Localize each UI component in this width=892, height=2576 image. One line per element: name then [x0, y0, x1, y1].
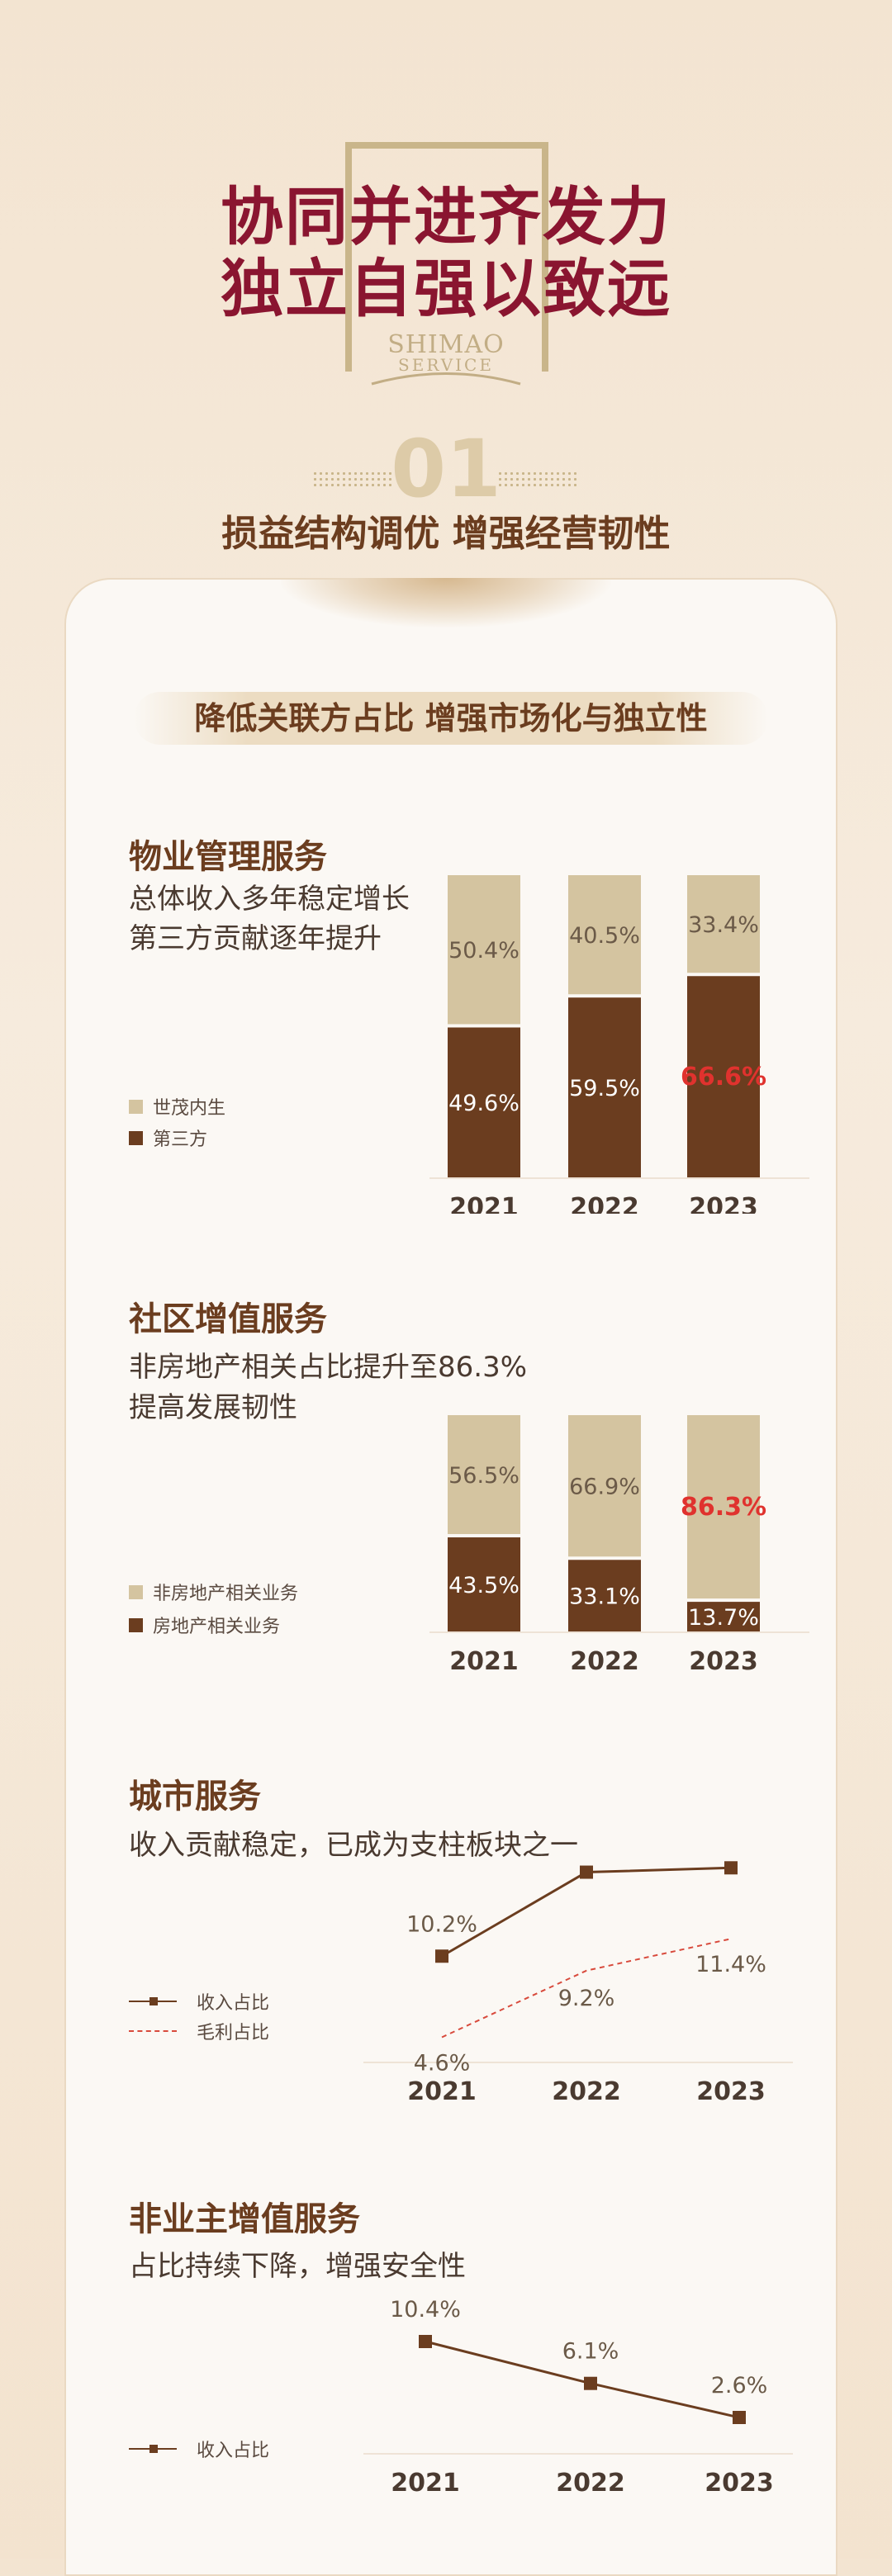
x-tick-label: 2021 — [449, 1193, 519, 1214]
bar-segment-世茂内生 — [687, 875, 760, 973]
data-point-marker — [733, 2411, 746, 2424]
bar-segment-非房地产相关业务 — [448, 1415, 520, 1535]
block-desc-line: 第三方贡献逐年提升 — [129, 922, 382, 955]
legend-swatch-beige — [129, 1099, 143, 1114]
data-label: 13.7% — [688, 1605, 759, 1631]
chart-non-owner-services: 10.4% 6.1% 2.6% 2021 2022 2023 — [363, 2297, 793, 2498]
data-label: 10.2% — [406, 1911, 477, 1937]
bar-segment-房地产相关业务 — [448, 1537, 520, 1631]
block-title-non-owner-services: 非业主增值服务 — [129, 2200, 360, 2238]
x-tick-label: 2022 — [570, 1193, 639, 1214]
block-desc-line: 总体收入多年稳定增长 — [129, 883, 410, 916]
bar-segment-非房地产相关业务 — [687, 1415, 760, 1599]
x-tick-label: 2022 — [552, 2077, 621, 2106]
data-label: 11.4% — [695, 1952, 766, 1977]
x-tick-label: 2021 — [391, 2469, 460, 2498]
data-label: 10.4% — [390, 2297, 461, 2323]
block-title-property-management: 物业管理服务 — [129, 838, 327, 876]
data-point-marker — [580, 1865, 593, 1879]
subsection-pill-text: 降低关联方占比 增强市场化与独立性 — [194, 700, 708, 736]
legend-item: 第三方 — [129, 1125, 207, 1151]
brand-logo-subtext: SERVICE — [398, 355, 494, 375]
data-label: 6.1% — [562, 2339, 619, 2365]
data-label: 56.5% — [448, 1463, 520, 1489]
x-tick-label: 2021 — [407, 2077, 477, 2106]
data-label: 86.3% — [681, 1493, 766, 1522]
bar-segment-第三方 — [448, 1027, 520, 1177]
data-label: 4.6% — [414, 2050, 471, 2076]
card-top-ornament — [281, 578, 611, 627]
bar-segment-世茂内生 — [448, 875, 520, 1025]
legend-label: 世茂内生 — [153, 1098, 226, 1119]
legend-label: 收入占比 — [197, 2441, 270, 2461]
data-point-marker — [584, 2376, 597, 2390]
x-tick-label: 2022 — [570, 1647, 639, 1676]
bar-segment-第三方 — [568, 997, 641, 1177]
section-title: 损益结构调优 增强经营韧性 — [221, 513, 671, 555]
title-frame — [345, 142, 548, 372]
brand-swoosh — [371, 372, 521, 386]
data-label: 33.4% — [688, 912, 759, 938]
legend-label: 收入占比 — [197, 1993, 270, 2014]
bar-segment-房地产相关业务 — [687, 1602, 760, 1631]
bar-segment-世茂内生 — [568, 875, 641, 995]
block-desc-line: 提高发展韧性 — [129, 1391, 297, 1424]
x-tick-label: 2023 — [705, 2469, 774, 2498]
chart-community-services: 56.5% 43.5% 2021 66.9% 33.1% 2022 86.3% 13.7% 20… — [429, 1415, 809, 1676]
legend-swatch-brown — [129, 1617, 143, 1632]
legend-label: 第三方 — [153, 1129, 208, 1150]
data-label: 66.9% — [569, 1475, 640, 1500]
legend-item: 收入占比 — [129, 1988, 269, 2015]
data-label: 9.2% — [558, 1986, 615, 2011]
series-line-毛利占比 — [441, 1938, 732, 2039]
main-title-line-1: 协同并进齐发力 — [221, 180, 671, 253]
block-desc-line: 占比持续下降，增强安全性 — [129, 2250, 466, 2283]
legend-item: 房地产相关业务 — [129, 1612, 280, 1638]
legend-line-solid — [129, 1997, 177, 2005]
section-number: 01 — [391, 423, 501, 515]
series-line-收入占比 — [441, 1866, 732, 1958]
data-label: 2.6% — [711, 2373, 768, 2398]
dot-pattern-left — [312, 471, 395, 487]
x-tick-label: 2021 — [449, 1647, 519, 1676]
data-label: 66.6% — [681, 1063, 766, 1091]
block-title-city-services: 城市服务 — [129, 1778, 261, 1816]
data-label: 33.1% — [569, 1584, 640, 1610]
data-label: 59.5% — [569, 1076, 640, 1101]
legend-swatch-brown — [129, 1130, 143, 1145]
bar-segment-第三方 — [687, 976, 760, 1177]
legend-label: 房地产相关业务 — [153, 1617, 281, 1637]
main-title-line-2: 独立自强以致远 — [221, 252, 671, 325]
legend-label: 非房地产相关业务 — [153, 1584, 299, 1604]
data-point-marker — [724, 1861, 738, 1875]
brand-logo-text: SHIMAO — [387, 330, 505, 359]
legend-swatch-beige — [129, 1584, 143, 1599]
subsection-pill — [134, 692, 768, 745]
legend-line-dashed — [129, 2030, 177, 2032]
x-tick-label: 2023 — [696, 2077, 766, 2106]
legend-item: 世茂内生 — [129, 1093, 225, 1120]
data-point-marker — [435, 1949, 448, 1963]
data-label: 43.5% — [448, 1573, 520, 1598]
data-label: 40.5% — [569, 923, 640, 949]
chart-property-management: 50.4% 49.6% 2021 40.5% 59.5% 2022 33.4% 66.6% 20… — [429, 875, 809, 1214]
dot-pattern-right — [497, 471, 580, 487]
legend-item: 收入占比 — [129, 2436, 269, 2462]
legend-item: 非房地产相关业务 — [129, 1579, 298, 1605]
data-point-marker — [419, 2335, 432, 2348]
block-title-community-services: 社区增值服务 — [129, 1300, 327, 1338]
legend-item: 毛利占比 — [129, 2018, 269, 2044]
x-tick-label: 2022 — [556, 2469, 625, 2498]
bar-segment-非房地产相关业务 — [568, 1415, 641, 1557]
data-label: 50.4% — [448, 938, 520, 964]
x-tick-label: 2023 — [689, 1647, 758, 1676]
legend-label: 毛利占比 — [197, 2023, 270, 2043]
bar-segment-房地产相关业务 — [568, 1560, 641, 1631]
legend-line-solid — [129, 2445, 177, 2453]
data-label: 49.6% — [448, 1091, 520, 1116]
block-desc-line: 收入贡献稳定，已成为支柱板块之一 — [129, 1829, 578, 1862]
block-desc-line: 非房地产相关占比提升至86.3% — [129, 1351, 528, 1384]
x-tick-label: 2023 — [689, 1193, 758, 1214]
